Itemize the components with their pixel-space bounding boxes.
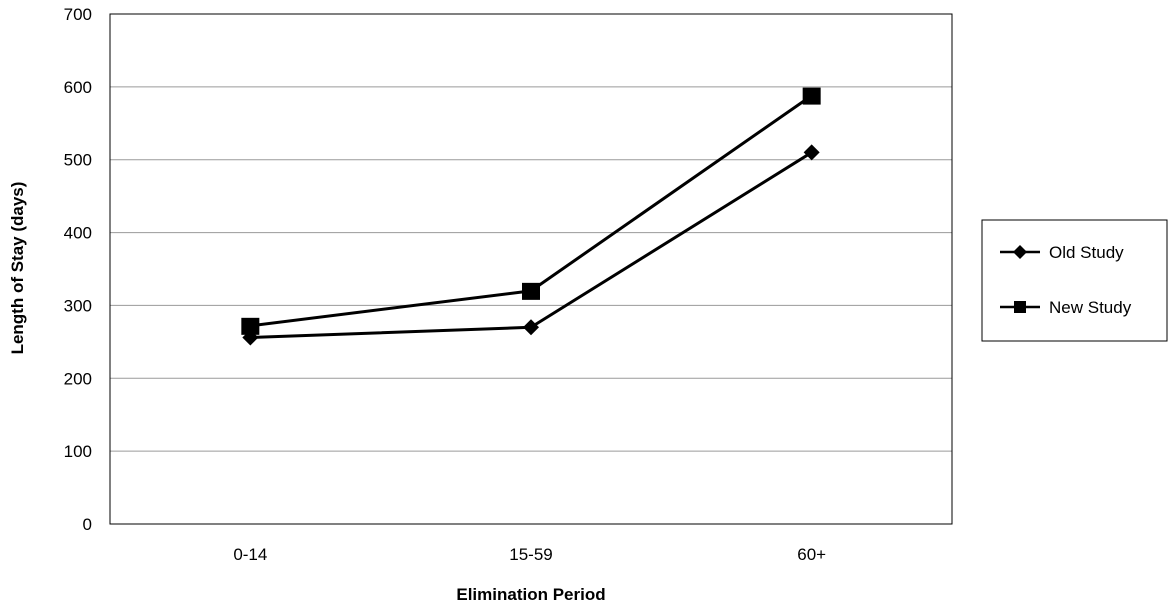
data-point-square (241, 317, 260, 335)
y-tick-label: 400 (64, 224, 92, 243)
y-axis-ticks: 0 100 200 300 400 500 600 700 (64, 5, 92, 534)
legend-label-old-study: Old Study (1049, 243, 1124, 262)
data-point-square (802, 87, 821, 105)
y-tick-label: 100 (64, 442, 92, 461)
legend: Old Study New Study (981, 219, 1168, 342)
legend-item-old-study: Old Study (1000, 243, 1124, 262)
y-tick-label: 700 (64, 5, 92, 24)
legend-label-new-study: New Study (1049, 298, 1132, 317)
data-point-diamond (523, 319, 539, 336)
x-tick-label: 15-59 (509, 545, 552, 564)
y-tick-label: 500 (64, 151, 92, 170)
series-lines (241, 87, 821, 346)
y-axis-title: Length of Stay (days) (8, 182, 27, 355)
legend-item-new-study: New Study (1000, 298, 1132, 317)
diamond-marker-icon (1013, 245, 1027, 259)
legend-box (981, 219, 1168, 342)
y-tick-label: 200 (64, 369, 92, 388)
data-point-diamond (803, 144, 820, 161)
x-tick-label: 60+ (797, 545, 826, 564)
plot-area (109, 13, 953, 525)
y-tick-label: 600 (64, 78, 92, 97)
x-axis-ticks: 0-14 15-59 60+ (233, 545, 826, 564)
y-tick-label: 0 (83, 515, 92, 534)
x-tick-label: 0-14 (233, 545, 267, 564)
series-line-old-study (250, 151, 813, 339)
series-new-study (241, 87, 821, 335)
series-old-study (242, 144, 820, 346)
gridlines (110, 86, 952, 452)
x-axis-title: Elimination Period (456, 585, 605, 604)
data-point-square (522, 282, 540, 300)
y-tick-label: 300 (64, 296, 92, 315)
square-marker-icon (1014, 301, 1026, 313)
